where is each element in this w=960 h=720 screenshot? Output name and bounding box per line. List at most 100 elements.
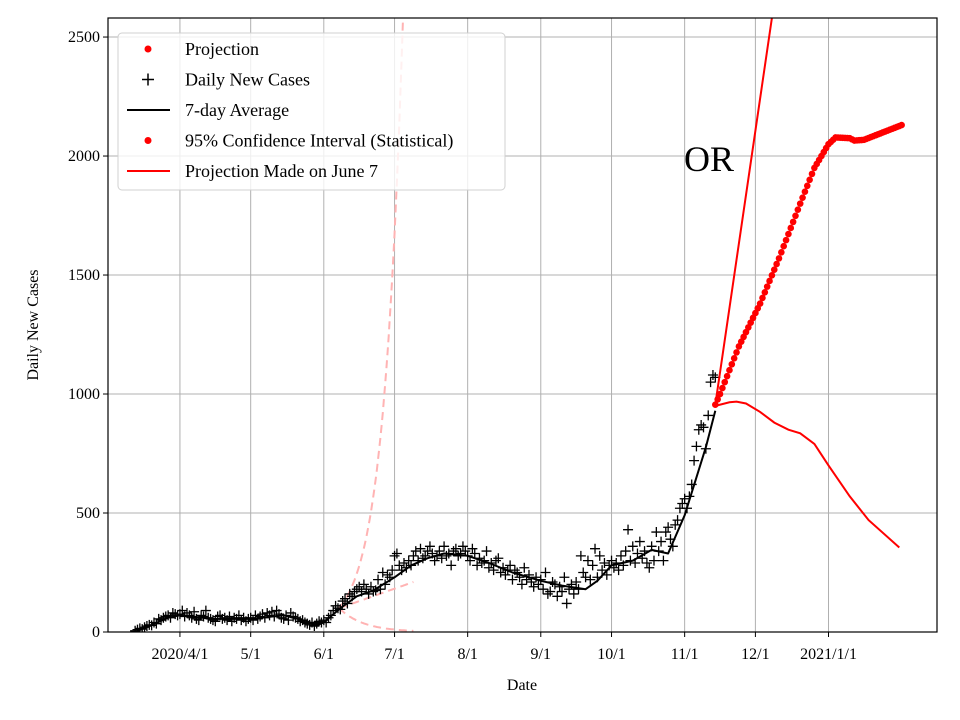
daily-case-marker (196, 610, 207, 621)
daily-case-marker (177, 605, 188, 616)
daily-case-marker (691, 441, 702, 452)
projection-dot (714, 396, 721, 403)
projection-dot (778, 248, 785, 256)
projection-dot (789, 218, 797, 226)
projection-dot (768, 272, 776, 279)
daily-case-marker (229, 612, 240, 623)
daily-case-marker (398, 557, 409, 568)
projection-dot (796, 200, 804, 207)
projection-dot (728, 360, 736, 368)
daily-case-marker (707, 369, 718, 380)
daily-case-marker (500, 569, 511, 580)
daily-case-marker (689, 455, 700, 466)
daily-case-marker (538, 584, 549, 595)
plot-frame (107, 17, 938, 633)
projection-dot (766, 277, 773, 285)
projection-dot (898, 121, 905, 129)
daily-case-marker (415, 543, 426, 554)
x-tick-label: 9/1 (531, 646, 551, 663)
projection-dot (787, 224, 795, 232)
x-tick-label: 7/1 (384, 646, 404, 663)
daily-case-marker (571, 577, 582, 588)
projection-dot (763, 283, 771, 290)
daily-case-marker (344, 588, 355, 599)
x-tick-label: 6/1 (314, 646, 334, 663)
projection-dot (773, 260, 780, 268)
y-tick-label: 2000 (68, 148, 100, 165)
daily-case-marker (557, 586, 568, 597)
daily-case-marker (519, 562, 530, 573)
projection-dot (721, 378, 729, 386)
daily-case-marker (424, 541, 435, 552)
daily-case-marker (531, 572, 542, 583)
daily-case-marker (439, 541, 450, 552)
daily-case-marker (483, 562, 494, 573)
y-tick-label: 500 (76, 505, 100, 522)
daily-case-marker (516, 579, 527, 590)
legend: Projection Daily New Cases 7-day Average 95… (117, 32, 506, 191)
projection-dot (716, 390, 724, 398)
daily-case-marker (505, 560, 516, 571)
daily-case-marker (528, 581, 539, 592)
daily-case-marker (623, 524, 634, 535)
y-tick-label: 0 (92, 624, 100, 641)
daily-case-marker (620, 546, 631, 557)
daily-case-marker (599, 557, 610, 568)
ci-upper-line (714, 18, 773, 405)
daily-case-marker (200, 605, 211, 616)
daily-case-marker (389, 550, 400, 561)
daily-case-marker (460, 546, 471, 557)
daily-case-marker (403, 555, 414, 566)
x-axis-label: Date (507, 677, 537, 694)
projection-dot (712, 401, 719, 409)
daily-case-marker (467, 543, 478, 554)
daily-case-marker (488, 565, 499, 576)
daily-case-marker (276, 612, 287, 623)
x-tick-label: 5/1 (240, 646, 260, 663)
daily-case-marker (615, 550, 626, 561)
daily-case-marker (597, 565, 608, 576)
daily-case-marker (354, 581, 365, 592)
daily-case-marker (422, 546, 433, 557)
projection-dot (794, 206, 802, 214)
june7-lower-line (338, 607, 414, 632)
daily-case-marker (672, 515, 683, 526)
daily-case-marker (337, 596, 348, 607)
daily-case-marker (429, 555, 440, 566)
daily-case-marker (660, 527, 671, 538)
projection-dot (770, 266, 778, 273)
projection-dot (761, 288, 769, 296)
daily-case-marker (490, 555, 501, 566)
daily-case-marker (391, 548, 402, 559)
daily-case-marker (703, 410, 714, 421)
daily-case-marker (568, 588, 579, 599)
daily-case-marker (561, 598, 572, 609)
y-tick-label: 1500 (68, 267, 100, 284)
daily-case-marker (559, 572, 570, 583)
daily-case-marker (582, 555, 593, 566)
daily-case-marker (248, 615, 259, 626)
daily-case-marker (594, 550, 605, 561)
daily-case-marker (641, 557, 652, 568)
daily-case-marker (585, 574, 596, 585)
daily-case-marker (580, 572, 591, 583)
daily-case-marker (309, 621, 320, 632)
projection-dot (801, 188, 809, 196)
daily-case-marker (656, 536, 667, 547)
daily-case-marker (493, 553, 504, 564)
daily-case-marker (648, 555, 659, 566)
x-tick-label: 12/1 (741, 646, 769, 663)
daily-case-marker (542, 588, 553, 599)
daily-case-marker (472, 560, 483, 571)
daily-case-marker (651, 527, 662, 538)
legend-label: Daily New Cases (185, 70, 310, 90)
projection-dot (806, 176, 813, 184)
daily-case-marker (698, 422, 709, 433)
legend-label: 95% Confidence Interval (Statistical) (185, 131, 453, 152)
y-axis-label: Daily New Cases (25, 269, 42, 380)
daily-case-marker (394, 560, 405, 571)
daily-case-marker (613, 565, 624, 576)
projection-dot (782, 236, 790, 244)
daily-case-marker (410, 546, 421, 557)
projection-dot (803, 182, 811, 190)
